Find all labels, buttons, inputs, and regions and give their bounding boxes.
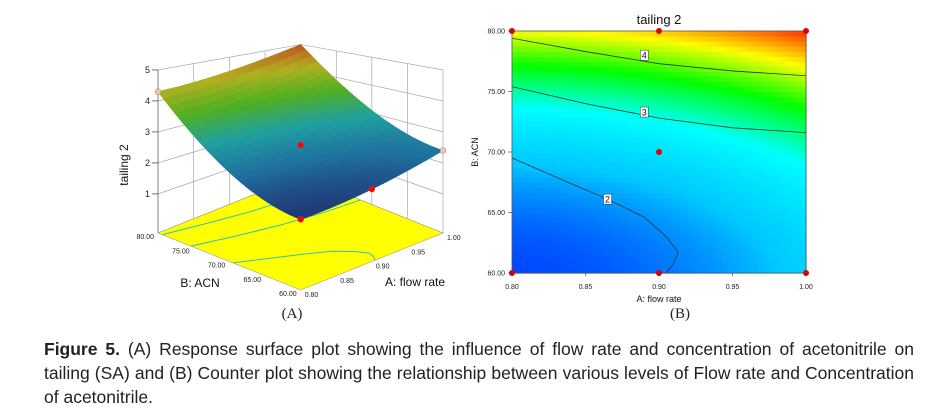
x-tick-label: 0.95 — [411, 249, 425, 256]
panel-label-a: (A) — [282, 306, 303, 322]
surface-plot-a: 1 2 3 4 5 60.00 65.00 70.00 75.00 80.00 0.80 0.85 0.… — [117, 44, 461, 322]
floor-contour — [232, 250, 376, 264]
z-tick-label: 1 — [145, 189, 150, 199]
x-axis-label: A: flow rate — [385, 275, 445, 289]
caption-label: Figure 5. — [44, 339, 120, 359]
x-tick-label: 0.80 — [305, 292, 319, 299]
z-tick-label: 4 — [145, 96, 150, 106]
y-tick-label: 80.00 — [136, 234, 154, 241]
z-tick-label: 2 — [145, 158, 150, 168]
caption-text: (A) Response surface plot showing the in… — [44, 339, 914, 407]
design-point — [154, 88, 162, 95]
y-tick-label: 60.00 — [279, 291, 297, 298]
design-point — [297, 141, 304, 149]
z-tick-label: 3 — [145, 127, 150, 137]
z-tick-label: 5 — [145, 65, 150, 75]
design-point — [368, 185, 376, 193]
y-tick-label: 70.00 — [208, 263, 226, 270]
y-tick-label: 75.00 — [172, 248, 190, 255]
design-point — [297, 216, 304, 223]
floor-contour — [190, 199, 361, 247]
y-axis-label: B: ACN — [180, 276, 219, 290]
y-tick-label: 65.00 — [243, 277, 261, 284]
x-tick-label: 1.00 — [447, 235, 461, 242]
x-tick-label: 0.85 — [340, 278, 354, 285]
figure-caption: Figure 5. (A) Response surface plot show… — [44, 337, 914, 409]
design-point — [439, 147, 447, 154]
x-tick-label: 0.90 — [376, 264, 390, 271]
z-axis-label: tailing 2 — [117, 144, 131, 186]
response-surface — [157, 44, 444, 220]
